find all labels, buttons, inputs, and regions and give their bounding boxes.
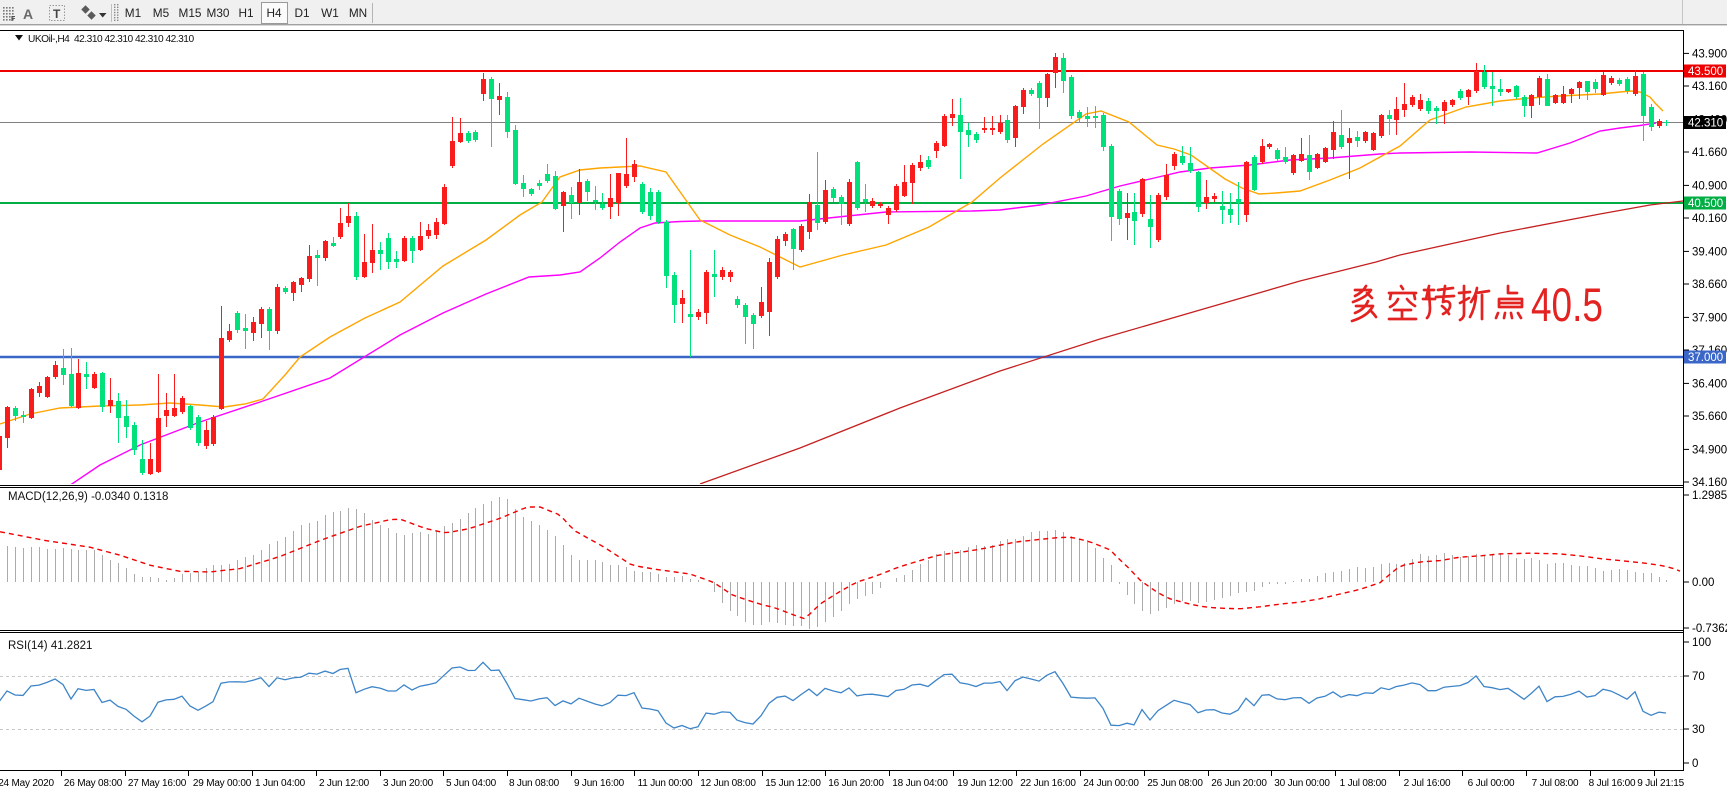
svg-text:1 Jun 04:00: 1 Jun 04:00 bbox=[255, 778, 306, 789]
svg-text:1.2985: 1.2985 bbox=[1692, 490, 1727, 502]
svg-text:H4: H4 bbox=[266, 6, 282, 20]
svg-text:34.900: 34.900 bbox=[1692, 444, 1727, 456]
svg-text:30: 30 bbox=[1692, 724, 1705, 736]
svg-text:M5: M5 bbox=[153, 6, 170, 20]
svg-text:12 Jun 08:00: 12 Jun 08:00 bbox=[700, 778, 756, 789]
svg-text:5 Jun 04:00: 5 Jun 04:00 bbox=[446, 778, 497, 789]
svg-text:35.660: 35.660 bbox=[1692, 411, 1727, 423]
svg-text:MACD(12,26,9) -0.0340 0.1318: MACD(12,26,9) -0.0340 0.1318 bbox=[8, 491, 168, 503]
svg-text:M1: M1 bbox=[125, 6, 141, 20]
svg-text:26 Jun 20:00: 26 Jun 20:00 bbox=[1211, 778, 1267, 789]
svg-text:8 Jun 08:00: 8 Jun 08:00 bbox=[509, 778, 560, 789]
svg-text:24 Jun 00:00: 24 Jun 00:00 bbox=[1083, 778, 1139, 789]
svg-text:39.400: 39.400 bbox=[1692, 246, 1727, 258]
svg-text:22 Jun 16:00: 22 Jun 16:00 bbox=[1020, 778, 1076, 789]
svg-text:9 Jul 21:15: 9 Jul 21:15 bbox=[1637, 778, 1684, 789]
svg-text:40.900: 40.900 bbox=[1692, 180, 1727, 192]
svg-text:30 Jun 00:00: 30 Jun 00:00 bbox=[1274, 778, 1330, 789]
svg-text:7 Jul 08:00: 7 Jul 08:00 bbox=[1532, 778, 1579, 789]
svg-text:2 Jul 16:00: 2 Jul 16:00 bbox=[1404, 778, 1451, 789]
svg-text:34.160: 34.160 bbox=[1692, 477, 1727, 489]
svg-text:19 Jun 12:00: 19 Jun 12:00 bbox=[957, 778, 1013, 789]
svg-text:37.900: 37.900 bbox=[1692, 312, 1727, 324]
svg-text:70: 70 bbox=[1692, 671, 1705, 683]
svg-text:UKOil-,H4 42.310 42.310 42.31: UKOil-,H4 42.310 42.310 42.310 42.310 bbox=[28, 34, 194, 45]
svg-text:26 May 08:00: 26 May 08:00 bbox=[64, 778, 123, 789]
svg-text:43.160: 43.160 bbox=[1692, 81, 1727, 93]
svg-text:27 May 16:00: 27 May 16:00 bbox=[128, 778, 187, 789]
svg-text:40.160: 40.160 bbox=[1692, 213, 1727, 225]
svg-text:18 Jun 04:00: 18 Jun 04:00 bbox=[892, 778, 948, 789]
svg-text:M15: M15 bbox=[179, 6, 202, 20]
svg-text:M30: M30 bbox=[207, 6, 230, 20]
svg-text:40.500: 40.500 bbox=[1688, 198, 1723, 210]
svg-text:F: F bbox=[11, 16, 16, 23]
svg-text:36.400: 36.400 bbox=[1692, 378, 1727, 390]
svg-text:D1: D1 bbox=[294, 6, 309, 20]
svg-text:A: A bbox=[23, 6, 33, 22]
svg-text:T: T bbox=[53, 7, 61, 21]
svg-text:42.310: 42.310 bbox=[1688, 118, 1723, 130]
svg-text:16 Jun 20:00: 16 Jun 20:00 bbox=[828, 778, 884, 789]
svg-text:3 Jun 20:00: 3 Jun 20:00 bbox=[383, 778, 434, 789]
svg-text:37.000: 37.000 bbox=[1688, 352, 1723, 364]
svg-text:H1: H1 bbox=[238, 6, 253, 20]
svg-text:25 Jun 08:00: 25 Jun 08:00 bbox=[1147, 778, 1203, 789]
svg-text:8 Jul 16:00: 8 Jul 16:00 bbox=[1589, 778, 1636, 789]
svg-text:11 Jun 00:00: 11 Jun 00:00 bbox=[638, 778, 693, 789]
svg-text:100: 100 bbox=[1692, 637, 1711, 649]
svg-text:2 Jun 12:00: 2 Jun 12:00 bbox=[319, 778, 370, 789]
svg-text:W1: W1 bbox=[321, 6, 339, 20]
svg-text:MN: MN bbox=[349, 6, 367, 20]
svg-text:29 May 00:00: 29 May 00:00 bbox=[193, 778, 252, 789]
svg-text:43.500: 43.500 bbox=[1688, 66, 1723, 78]
svg-text:0.00: 0.00 bbox=[1692, 577, 1714, 589]
svg-text:41.660: 41.660 bbox=[1692, 147, 1727, 159]
svg-text:9 Jun 16:00: 9 Jun 16:00 bbox=[574, 778, 625, 789]
svg-text:43.900: 43.900 bbox=[1692, 48, 1727, 60]
svg-text:0: 0 bbox=[1692, 758, 1698, 770]
svg-text:1 Jul 08:00: 1 Jul 08:00 bbox=[1340, 778, 1387, 789]
svg-text:15 Jun 12:00: 15 Jun 12:00 bbox=[765, 778, 821, 789]
svg-text:40.5: 40.5 bbox=[1531, 279, 1603, 333]
svg-text:24 May 2020: 24 May 2020 bbox=[0, 778, 54, 789]
svg-text:6 Jul 00:00: 6 Jul 00:00 bbox=[1468, 778, 1515, 789]
svg-text:38.660: 38.660 bbox=[1692, 279, 1727, 291]
svg-text:RSI(14) 41.2821: RSI(14) 41.2821 bbox=[8, 640, 92, 652]
svg-text:-0.7362: -0.7362 bbox=[1692, 623, 1727, 635]
